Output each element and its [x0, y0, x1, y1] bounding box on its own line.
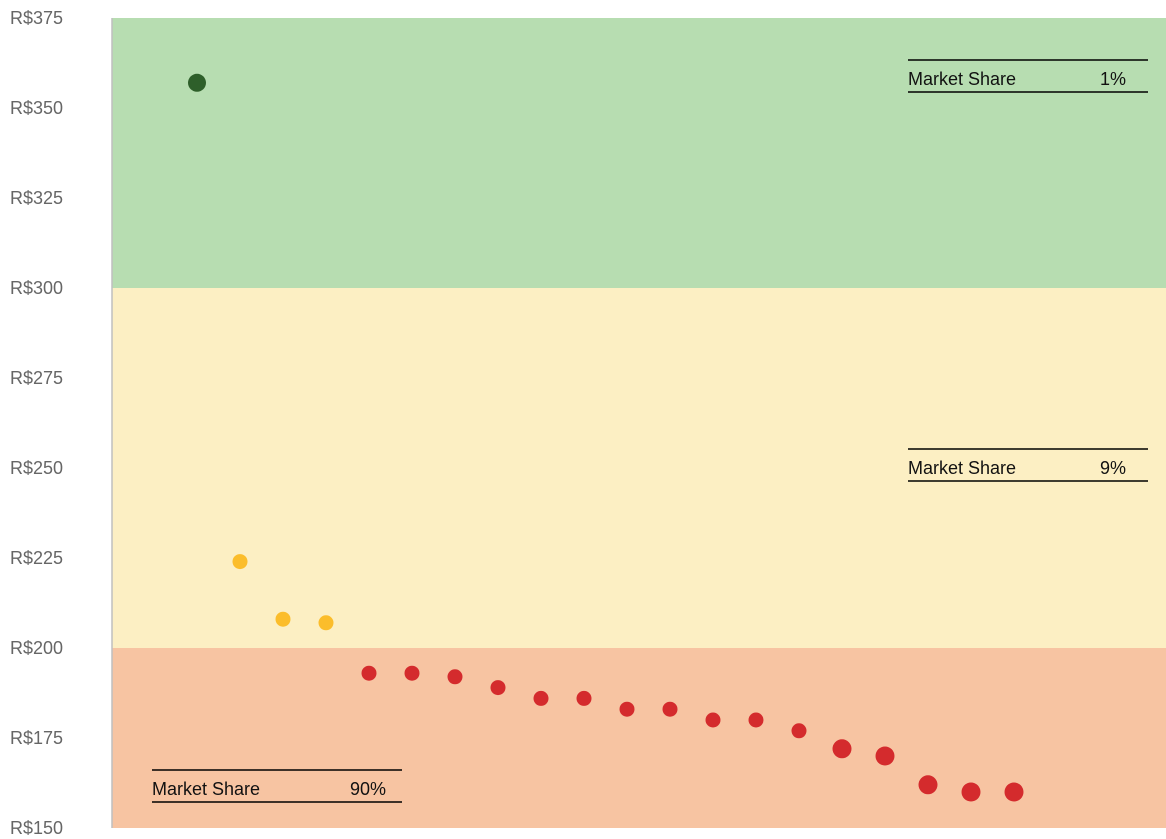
data-point [875, 746, 895, 766]
market-share-value: 9% [1100, 458, 1126, 478]
data-point [961, 782, 981, 802]
data-point [318, 615, 334, 631]
price-band-1 [112, 288, 1166, 648]
y-tick-label: R$350 [10, 98, 63, 118]
market-share-label-0: Market Share 1% [908, 59, 1148, 93]
data-point [232, 554, 248, 570]
market-share-text: Market Share [908, 458, 1016, 478]
market-share-labels: Market Share 1%Market Share 9%Market Share… [152, 59, 1148, 803]
data-point [791, 723, 807, 739]
data-point [188, 73, 206, 92]
data-point [662, 701, 678, 717]
y-tick-label: R$325 [10, 188, 63, 208]
data-point [748, 712, 764, 728]
y-tick-label: R$200 [10, 638, 63, 658]
y-tick-label: R$150 [10, 818, 63, 838]
y-axis-ticks: R$150 R$175 R$200 R$225 R$250 R$275 R$300 R$325… [10, 8, 63, 838]
y-tick-label: R$250 [10, 458, 63, 478]
market-share-text: Market Share [908, 69, 1016, 89]
market-share-text: Market Share [152, 779, 260, 799]
data-point [576, 690, 592, 706]
market-share-label-2: Market Share 90% [152, 769, 402, 803]
y-tick-label: R$300 [10, 278, 63, 298]
price-bands [112, 18, 1166, 828]
y-tick-label: R$275 [10, 368, 63, 388]
price-band-0 [112, 18, 1166, 288]
data-point [275, 611, 291, 627]
price-band-2 [112, 648, 1166, 828]
data-point [361, 665, 377, 681]
y-tick-label: R$375 [10, 8, 63, 28]
data-points [188, 73, 1024, 802]
data-point [918, 775, 938, 795]
data-point [619, 701, 635, 717]
data-point [447, 669, 463, 685]
data-point [705, 712, 721, 728]
data-point [490, 680, 506, 696]
market-share-label-1: Market Share 9% [908, 448, 1148, 482]
data-point [1004, 782, 1024, 802]
data-point [404, 665, 420, 681]
data-point [533, 690, 549, 706]
data-point [832, 739, 852, 759]
market-share-value: 1% [1100, 69, 1126, 89]
y-tick-label: R$225 [10, 548, 63, 568]
y-tick-label: R$175 [10, 728, 63, 748]
market-share-value: 90% [350, 779, 386, 799]
